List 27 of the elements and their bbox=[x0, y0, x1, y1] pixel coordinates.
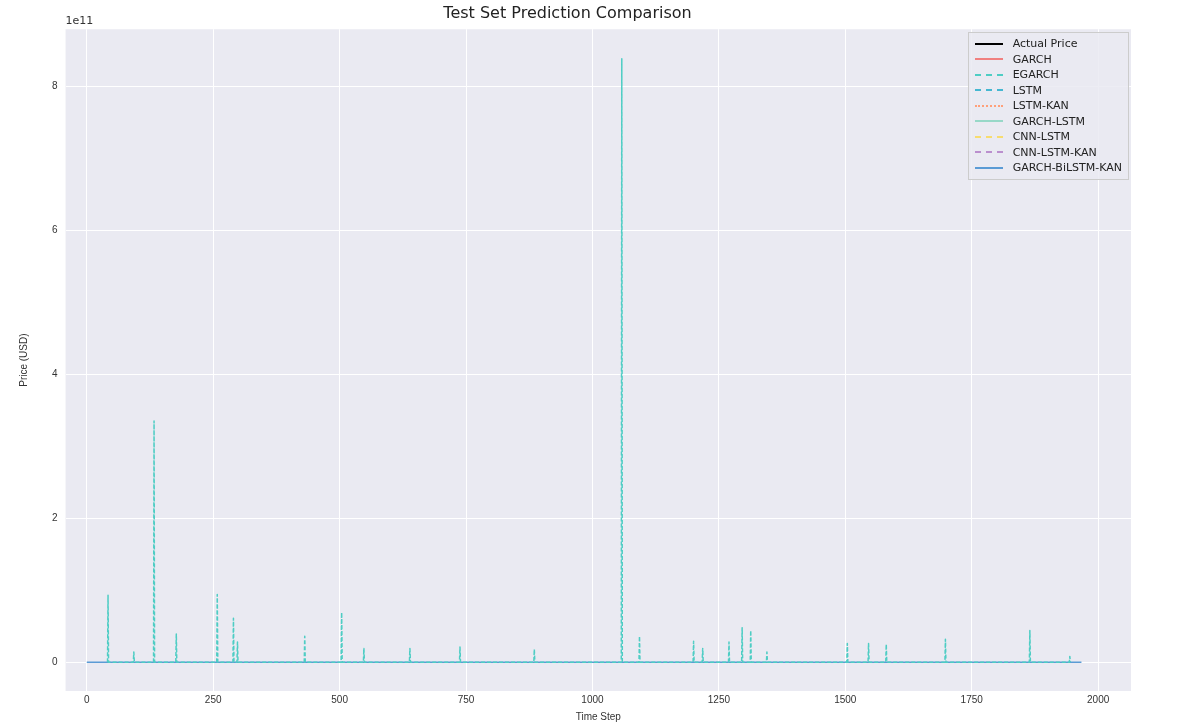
x-axis-title: Time Step bbox=[575, 710, 622, 722]
x-tick-label: 250 bbox=[204, 693, 222, 705]
legend-label: LSTM bbox=[1012, 83, 1042, 97]
chart-title: Test Set Prediction Comparison bbox=[442, 2, 692, 22]
y-tick-label: 4 bbox=[52, 367, 58, 379]
x-tick-label: 1500 bbox=[834, 693, 857, 705]
x-tick-label: 1000 bbox=[581, 693, 605, 705]
y-tick-label: 2 bbox=[52, 511, 58, 523]
y-axis-title: Price (USD) bbox=[17, 333, 29, 387]
x-tick-label: 750 bbox=[457, 693, 475, 705]
text: 1e11 bbox=[65, 13, 94, 27]
x-tick-label: 1250 bbox=[707, 693, 731, 705]
x-tick-label: 500 bbox=[331, 693, 349, 705]
x-tick-label: 1750 bbox=[960, 693, 984, 705]
legend-label: CNN-LSTM-KAN bbox=[1012, 145, 1097, 159]
legend-label: LSTM-KAN bbox=[1012, 99, 1069, 113]
y-tick-label: 6 bbox=[52, 223, 58, 235]
legend-label: Actual Price bbox=[1012, 37, 1078, 51]
legend-label: EGARCH bbox=[1012, 68, 1059, 82]
x-tick-label: 0 bbox=[84, 693, 91, 705]
y-tick-label: 0 bbox=[52, 655, 58, 667]
legend-label: CNN-LSTM bbox=[1012, 130, 1071, 144]
y-tick-label: 8 bbox=[52, 79, 58, 91]
legend-label: GARCH bbox=[1012, 52, 1052, 66]
legend-label: GARCH-BiLSTM-KAN bbox=[1012, 161, 1122, 175]
legend-label: GARCH-LSTM bbox=[1012, 114, 1086, 128]
x-tick-label: 2000 bbox=[1087, 693, 1110, 705]
